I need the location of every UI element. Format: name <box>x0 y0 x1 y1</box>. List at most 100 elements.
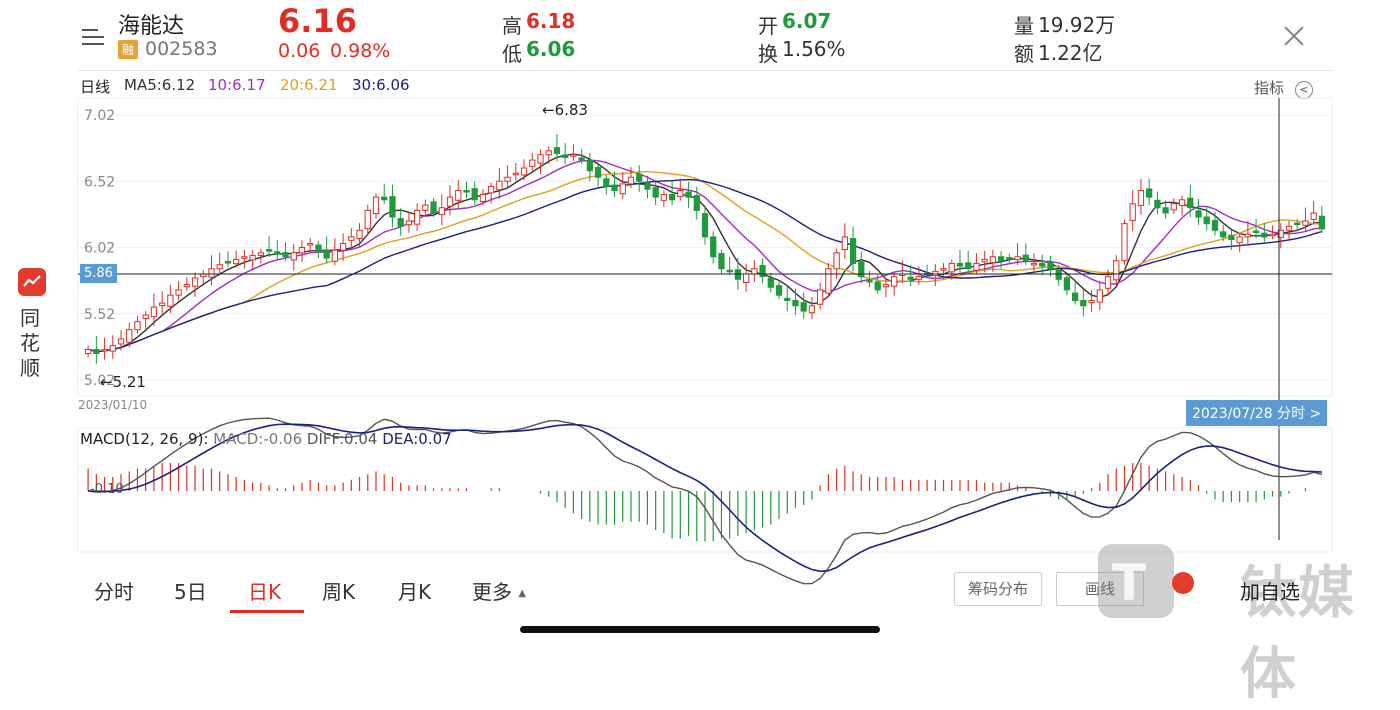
ma20-label: 20:6.21 <box>280 76 338 94</box>
candle-down <box>792 300 799 307</box>
candle-up <box>1014 256 1021 261</box>
candle-down <box>594 166 602 178</box>
candle-up <box>150 306 158 318</box>
candle-up <box>405 220 413 226</box>
indicator-label: 指标 <box>1254 79 1285 97</box>
candle-down <box>93 349 100 354</box>
candle-up <box>101 349 108 352</box>
candle-up <box>307 243 314 246</box>
candle-down <box>965 262 972 270</box>
candle-up <box>520 167 528 176</box>
candle-down <box>652 187 659 198</box>
candle-up <box>339 243 347 251</box>
amount-value: 1.22亿 <box>1038 41 1103 65</box>
candle-up <box>496 180 503 191</box>
volume-label: 量 <box>1014 14 1034 38</box>
candle-up <box>438 207 445 216</box>
candle-down <box>1146 188 1153 198</box>
candle-up <box>915 276 922 280</box>
candle-down <box>849 237 857 264</box>
tab-more[interactable]: 更多 ▲ <box>472 576 526 605</box>
watermark-logo-icon: T <box>1098 544 1174 618</box>
candle-up <box>627 176 635 185</box>
dea-value: DEA:0.07 <box>382 430 452 448</box>
candle-down <box>1039 262 1046 267</box>
candle-up <box>512 172 519 176</box>
candle-down <box>644 182 651 190</box>
candle-up <box>882 284 890 288</box>
candle-up <box>619 183 626 195</box>
candle-down <box>767 277 774 288</box>
candle-up <box>134 321 141 331</box>
tab-5day[interactable]: 5日 <box>174 580 207 604</box>
candle-down <box>463 190 470 193</box>
candle-down <box>315 244 322 252</box>
candle-up <box>1170 203 1177 211</box>
candle-up <box>1277 229 1284 238</box>
candle-up <box>570 154 577 157</box>
candle-up <box>422 204 429 211</box>
tab-weekly-k[interactable]: 周K <box>322 580 356 604</box>
y-tick-label: 5.52 <box>84 307 115 323</box>
candle-down <box>1294 222 1301 226</box>
candle-up <box>841 236 848 251</box>
candle-up <box>1236 236 1243 244</box>
low-label: 低 <box>502 42 522 66</box>
candle-up <box>504 176 511 182</box>
candle-down <box>553 147 561 154</box>
macd-value: MACD:-0.06 <box>213 430 303 448</box>
candle-up <box>973 262 980 271</box>
candle-down <box>603 178 610 188</box>
candle-down <box>1055 269 1062 280</box>
crosshair-date-button[interactable]: 2023/07/28 分时 > <box>1186 400 1328 426</box>
low-value: 6.06 <box>526 37 576 61</box>
candle-up <box>356 229 363 239</box>
candle-up <box>545 150 552 156</box>
price-change: 0.06 <box>278 40 321 62</box>
current-price: 6.16 <box>278 2 357 40</box>
tab-daily-k[interactable]: 日K <box>248 580 282 604</box>
tab-monthly-k[interactable]: 月K <box>398 580 432 604</box>
candle-down <box>1063 277 1071 291</box>
open-value: 6.07 <box>782 9 832 33</box>
candle-up <box>825 268 832 294</box>
candle-down <box>1154 199 1161 209</box>
high-marker: ←6.83 <box>542 101 588 119</box>
candle-down <box>775 285 783 296</box>
stock-code: 002583 <box>145 38 218 60</box>
candle-down <box>562 154 569 158</box>
candle-up <box>479 194 487 202</box>
candle-up <box>216 264 223 270</box>
candle-down <box>726 269 733 273</box>
add-watch-button[interactable]: 加自选 <box>1172 572 1322 608</box>
chips-distribution-button[interactable]: 筹码分布 <box>954 572 1042 606</box>
indicator-button[interactable]: 指标 < <box>1254 77 1313 99</box>
candle-up <box>529 159 536 167</box>
amount-label: 额 <box>1014 42 1034 66</box>
menu-icon[interactable] <box>80 26 106 48</box>
candle-down <box>956 262 964 267</box>
candle-down <box>389 196 396 218</box>
candle-up <box>126 329 133 343</box>
candle-down <box>265 249 273 252</box>
low-marker: ←5.21 <box>100 373 146 391</box>
candle-down <box>693 195 700 211</box>
candle-down <box>759 265 766 278</box>
candle-up <box>537 154 544 164</box>
stock-name: 海能达 <box>118 14 185 39</box>
close-icon[interactable] <box>1282 24 1306 48</box>
tab-intraday[interactable]: 分时 <box>94 580 134 604</box>
y-tick-label: 6.02 <box>84 241 115 257</box>
open-label: 开 <box>758 14 778 38</box>
period-label: 日线 <box>80 78 111 96</box>
candle-down <box>578 157 585 161</box>
candle-down <box>430 201 437 214</box>
candle-up <box>891 276 898 287</box>
candle-up <box>364 209 371 230</box>
candle-up <box>183 284 190 288</box>
price-grid <box>78 114 1332 381</box>
draw-line-button[interactable]: 画线 <box>1056 572 1144 606</box>
header-divider <box>78 70 1332 71</box>
candle-up <box>1096 289 1103 303</box>
kline-chart[interactable]: 7.02 6.52 6.02 5.52 5.02 <box>0 0 1400 647</box>
